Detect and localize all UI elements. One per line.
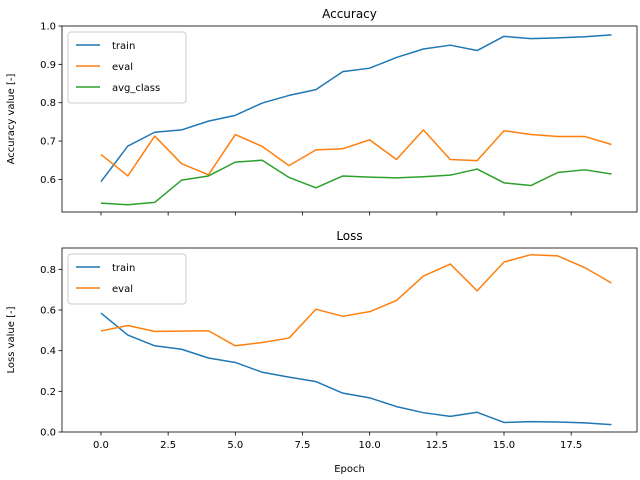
loss-y-tick-label: 0.4 [40,346,56,357]
loss-y-tick-label: 0.2 [40,387,56,398]
accuracy-legend-label-eval: eval [112,62,133,73]
loss-x-tick-label: 5.0 [227,440,243,451]
accuracy-y-axis-label: Accuracy value [-] [6,74,17,165]
loss-legend-box [67,253,187,305]
loss-x-tick-label: 7.5 [295,440,311,451]
accuracy-chart-title: Accuracy [322,7,377,21]
accuracy-series-train-line [100,34,612,183]
loss-y-tick-label: 0.6 [40,306,56,317]
accuracy-series-avg-class-line [100,159,612,206]
loss-y-tick-label: 0.0 [40,428,56,439]
accuracy-y-tick-label: 0.6 [40,175,56,186]
loss-x-tick-label: 15.0 [493,440,515,451]
loss-x-tick-label: 0.0 [93,440,109,451]
accuracy-legend-label-avg-class: avg_class [112,83,160,94]
accuracy-y-tick-label: 1.0 [40,22,56,33]
accuracy-legend: train eval avg_class [67,31,187,104]
loss-legend: train eval [67,253,187,305]
loss-y-tick-label: 0.8 [40,265,56,276]
accuracy-y-tick-label: 0.7 [40,137,56,148]
loss-series-train-line [100,312,612,426]
loss-chart-title: Loss [336,229,362,243]
accuracy-legend-box [67,31,187,104]
loss-x-tick-label: 10.0 [359,440,381,451]
accuracy-series-eval-line [100,129,612,177]
accuracy-y-tick-label: 0.9 [40,60,56,71]
accuracy-axes-frame [61,25,638,213]
accuracy-legend-label-train: train [112,41,135,52]
loss-axes-frame [61,247,638,433]
loss-x-tick-label: 12.5 [426,440,448,451]
loss-y-axis-label: Loss value [-] [6,306,17,373]
loss-chart: 0.0 2.5 5.0 7.5 10.0 12.5 15.0 17.5 0.0 0.2 0.4 0.6… [6,229,638,475]
loss-x-tick-label: 17.5 [560,440,582,451]
loss-x-tick-label: 2.5 [160,440,176,451]
loss-x-axis-label: Epoch [334,464,365,475]
loss-legend-label-eval: eval [112,284,133,295]
loss-legend-label-train: train [112,263,135,274]
accuracy-y-tick-label: 0.8 [40,98,56,109]
loss-series-eval-line [100,253,612,347]
accuracy-chart: 0.6 0.7 0.8 0.9 1.0 Accuracy Accuracy value [-… [6,7,638,216]
